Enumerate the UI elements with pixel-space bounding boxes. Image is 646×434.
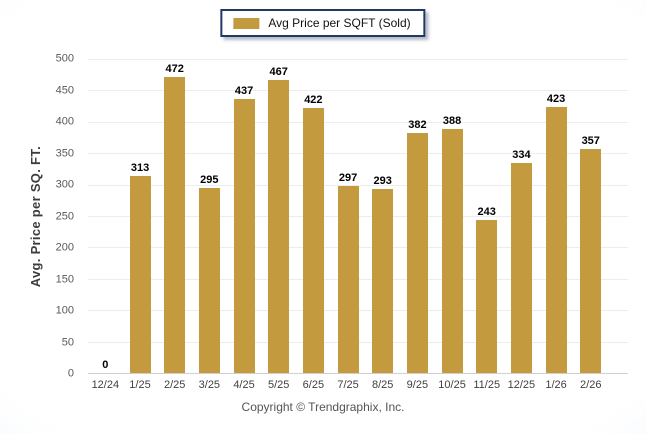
bar-slot-12/25: 334 bbox=[504, 59, 539, 373]
bar-value-label: 422 bbox=[304, 93, 323, 106]
x-tick-label-11/25: 11/25 bbox=[473, 379, 501, 391]
y-axis-ticks: 0 50 100 150 200 250 300 350 400 450 500 bbox=[40, 53, 80, 379]
x-tick-label-8/25: 8/25 bbox=[372, 379, 394, 391]
bar-value-label: 243 bbox=[477, 206, 496, 219]
bar-slot-2/26: 357 bbox=[573, 59, 608, 373]
x-tick-label-1/25: 1/25 bbox=[129, 379, 151, 391]
x-tick-label-2/26: 2/26 bbox=[580, 379, 602, 391]
bar-slot-7/25: 297 bbox=[331, 59, 366, 373]
bar-slot-10/25: 388 bbox=[435, 59, 470, 373]
x-tick-label-6/25: 6/25 bbox=[302, 379, 325, 391]
bar-value-label: 423 bbox=[546, 93, 566, 106]
bar-value-label: 0 bbox=[102, 359, 109, 371]
bar-slot-12/24: 0 bbox=[88, 59, 123, 373]
bar-value-label: 382 bbox=[408, 119, 427, 132]
x-tick-label-10/25: 10/25 bbox=[438, 379, 466, 391]
gridline-350 bbox=[88, 153, 628, 155]
y-tick-label-350: 350 bbox=[55, 147, 74, 159]
x-tick-label-1/26: 1/26 bbox=[545, 379, 567, 391]
bar-2/26 bbox=[580, 148, 602, 373]
gridline-300 bbox=[88, 184, 628, 186]
y-tick-label-450: 450 bbox=[55, 84, 74, 96]
bar-7/25 bbox=[337, 186, 359, 373]
bar-11/25 bbox=[476, 220, 498, 373]
y-tick-label-300: 300 bbox=[55, 178, 74, 191]
bar-slot-9/25: 382 bbox=[400, 59, 435, 373]
bar-value-label: 295 bbox=[200, 173, 219, 186]
y-tick-label-150: 150 bbox=[55, 273, 74, 285]
bar-slot-1/26: 423 bbox=[539, 59, 574, 373]
bar-value-label: 437 bbox=[234, 84, 254, 97]
bar-9/25 bbox=[406, 133, 428, 373]
bar-value-label: 334 bbox=[512, 149, 531, 162]
plot-area: 0 313 472 295 437 467 422 297 293 382 388 243 334 423… bbox=[88, 59, 628, 374]
x-tick-label-12/24: 12/24 bbox=[91, 379, 120, 391]
x-tick-label-4/25: 4/25 bbox=[233, 379, 255, 391]
legend: Avg Price per SQFT (Sold) bbox=[220, 9, 426, 37]
bar-value-label: 297 bbox=[338, 172, 358, 185]
bar-slot-8/25: 293 bbox=[365, 59, 400, 373]
bar-4/25 bbox=[233, 98, 255, 373]
x-tick-label-2/25: 2/25 bbox=[163, 379, 186, 391]
bar-slot-6/25: 422 bbox=[296, 59, 331, 373]
y-tick-label-50: 50 bbox=[61, 336, 74, 348]
bar-slot-4/25: 437 bbox=[227, 59, 262, 373]
y-tick-label-200: 200 bbox=[55, 241, 74, 254]
bar-series: 0 313 472 295 437 467 422 297 293 382 388 243 334 423… bbox=[88, 59, 608, 373]
bar-5/25 bbox=[268, 79, 290, 373]
bar-value-label: 293 bbox=[373, 175, 392, 187]
bar-6/25 bbox=[302, 107, 324, 373]
bar-10/25 bbox=[441, 129, 463, 373]
bar-slot-5/25: 467 bbox=[261, 59, 296, 373]
bar-1/26 bbox=[545, 107, 567, 373]
bar-value-label: 472 bbox=[165, 62, 184, 75]
copyright-text: Copyright © Trendgraphix, Inc. bbox=[241, 400, 405, 414]
x-tick-label-5/25: 5/25 bbox=[267, 379, 290, 391]
x-tick-label-7/25: 7/25 bbox=[337, 379, 359, 391]
bar-2/25 bbox=[164, 76, 186, 373]
bar-12/25 bbox=[510, 163, 532, 373]
y-tick-label-500: 500 bbox=[55, 52, 74, 65]
y-tick-label-400: 400 bbox=[55, 115, 74, 128]
x-axis-labels: 12/24 1/25 2/25 3/25 4/25 5/25 6/25 7/25 8/25 9/2… bbox=[88, 379, 608, 392]
legend-swatch-icon bbox=[233, 17, 260, 29]
gridline-450 bbox=[88, 90, 628, 92]
gridline-400 bbox=[88, 121, 628, 123]
x-tick-label-9/25: 9/25 bbox=[406, 379, 429, 391]
bar-value-label: 313 bbox=[130, 162, 150, 175]
y-tick-label-250: 250 bbox=[55, 210, 74, 222]
bar-value-label: 357 bbox=[581, 134, 600, 147]
bar-value-label: 388 bbox=[442, 115, 462, 128]
bar-slot-11/25: 243 bbox=[469, 59, 504, 373]
gridline-500 bbox=[88, 59, 628, 60]
bar-8/25 bbox=[372, 189, 394, 373]
x-tick-label-12/25: 12/25 bbox=[507, 379, 536, 391]
bar-slot-3/25: 295 bbox=[192, 59, 227, 373]
bar-slot-2/25: 472 bbox=[157, 59, 192, 373]
bar-value-label: 467 bbox=[269, 65, 288, 78]
y-tick-label-100: 100 bbox=[55, 304, 74, 317]
bar-slot-1/25: 313 bbox=[123, 59, 158, 373]
x-tick-label-3/25: 3/25 bbox=[198, 379, 221, 391]
bar-1/25 bbox=[129, 176, 151, 373]
y-tick-label-0: 0 bbox=[67, 367, 74, 380]
bar-3/25 bbox=[198, 187, 220, 373]
legend-label: Avg Price per SQFT (Sold) bbox=[268, 16, 411, 30]
